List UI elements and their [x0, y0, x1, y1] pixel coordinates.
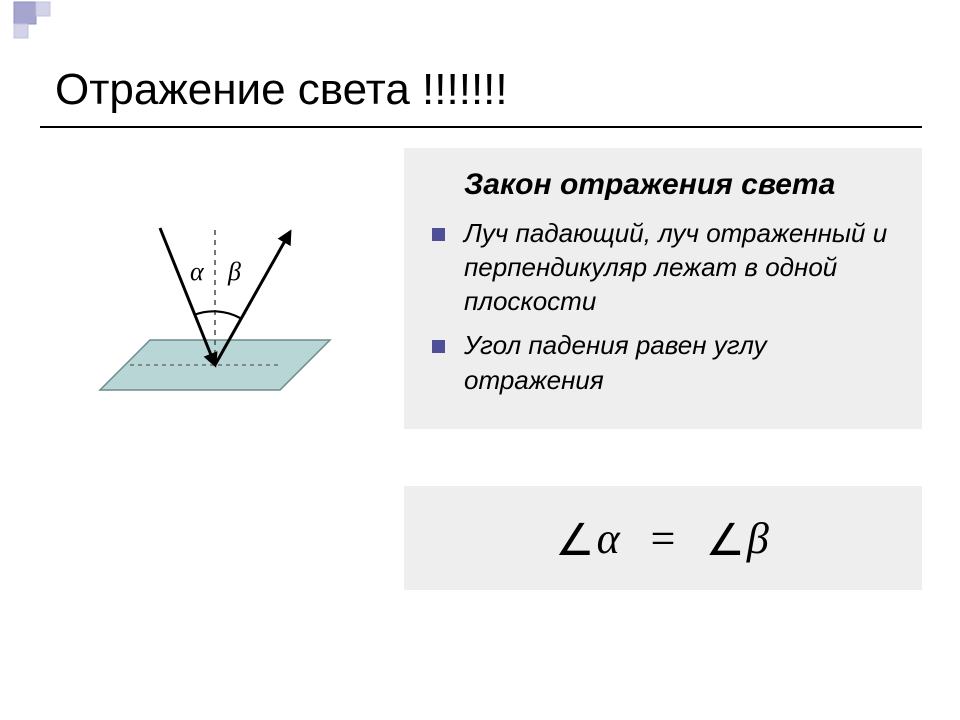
law-panel: Закон отражения света Луч падающий, луч … — [404, 148, 922, 429]
formula-panel: ∠α = ∠β — [404, 486, 922, 590]
slide: Отражение света !!!!!!! αβ Закон отражен… — [0, 0, 960, 720]
formula-text: ∠α = ∠β — [555, 513, 771, 564]
slide-title: Отражение света !!!!!!! — [55, 65, 508, 115]
formula-alpha: α — [597, 514, 622, 563]
law-bullet: Луч падающий, луч отраженный и перпендик… — [426, 216, 900, 319]
law-bullet-list: Луч падающий, луч отраженный и перпендик… — [426, 216, 900, 398]
formula-beta: β — [747, 514, 771, 563]
reflection-diagram: αβ — [70, 210, 350, 470]
corner-decoration — [0, 0, 160, 30]
svg-text:α: α — [190, 257, 205, 286]
law-bullet: Угол падения равен углу отражения — [426, 328, 900, 397]
title-underline — [40, 126, 922, 128]
svg-text:β: β — [227, 257, 241, 286]
law-heading: Закон отражения света — [426, 166, 900, 204]
